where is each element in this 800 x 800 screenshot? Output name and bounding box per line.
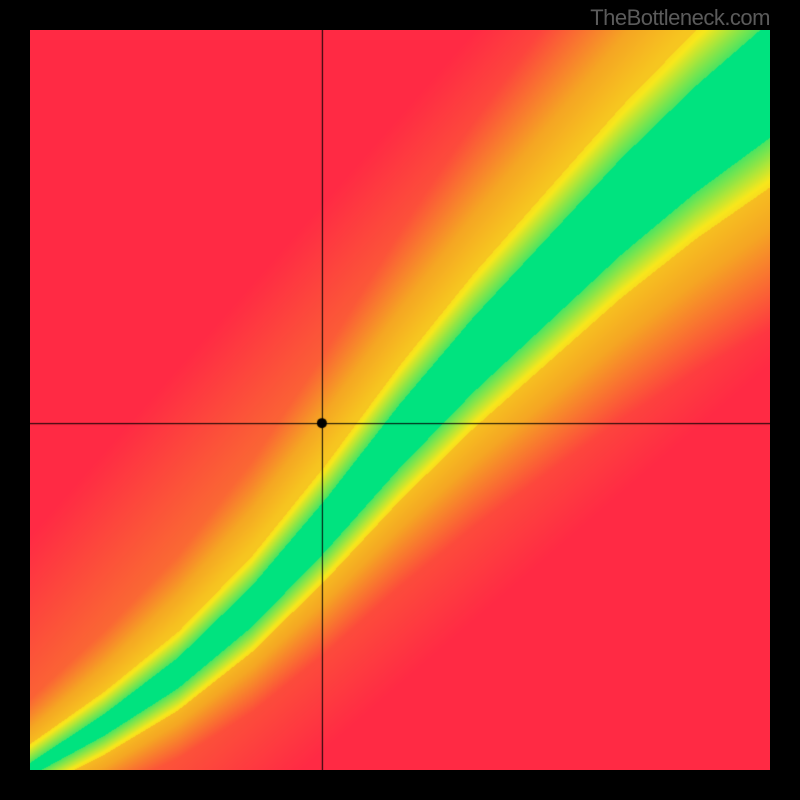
chart-container: TheBottleneck.com (0, 0, 800, 800)
watermark-text: TheBottleneck.com (590, 5, 770, 31)
bottleneck-heatmap (30, 30, 770, 770)
